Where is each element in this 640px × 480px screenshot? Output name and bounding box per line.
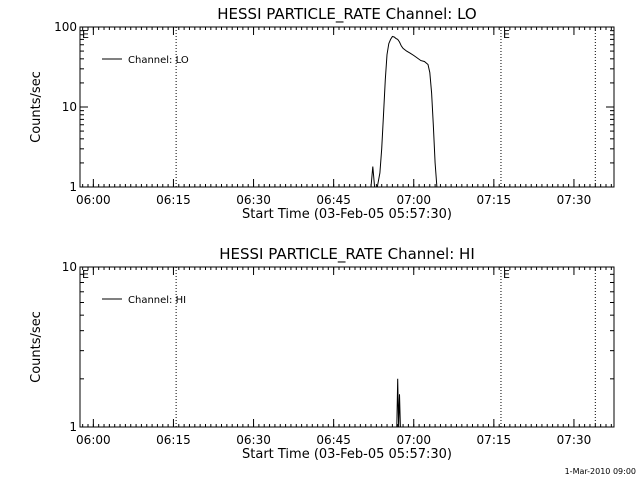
- legend-label: Channel: LO: [128, 55, 189, 66]
- chart-title: HESSI PARTICLE_RATE Channel: LO: [217, 5, 476, 24]
- y-axis-label: Counts/sec: [29, 71, 44, 143]
- plot-frame: [79, 266, 615, 428]
- plot-frame: [79, 26, 615, 188]
- marker-label: E: [503, 268, 510, 281]
- y-tick-label: 1: [69, 420, 77, 434]
- x-tick-label: 06:30: [236, 193, 271, 207]
- legend-label: Channel: HI: [128, 295, 186, 306]
- x-axis-label: Start Time (03-Feb-05 05:57:30): [242, 447, 452, 462]
- panel-hi: HESSI PARTICLE_RATE Channel: HI 06:00 06:1…: [29, 245, 615, 462]
- series-line: [370, 35, 438, 188]
- y-tick-label: 1: [69, 180, 77, 194]
- x-tick-label: 07:00: [396, 433, 431, 447]
- y-tick-label: 10: [62, 260, 77, 274]
- x-tick-label: 06:15: [156, 193, 191, 207]
- chart-title: HESSI PARTICLE_RATE Channel: HI: [219, 245, 475, 264]
- x-tick-label: 06:30: [236, 433, 271, 447]
- x-tick-label: 07:00: [396, 193, 431, 207]
- footer-timestamp: 1-Mar-2010 09:00: [565, 467, 636, 476]
- x-tick-label: 06:15: [156, 433, 191, 447]
- x-tick-label: 06:45: [316, 193, 351, 207]
- x-tick-label: 07:15: [477, 193, 512, 207]
- x-tick-label: 07:30: [557, 193, 592, 207]
- start-flag: E: [82, 28, 89, 41]
- y-tick-label: 10: [62, 100, 77, 114]
- x-tick-label: 06:00: [76, 433, 111, 447]
- x-tick-label: 06:45: [316, 433, 351, 447]
- x-tick-label: 06:00: [76, 193, 111, 207]
- series-line: [396, 378, 401, 428]
- x-axis-label: Start Time (03-Feb-05 05:57:30): [242, 207, 452, 222]
- start-flag: E: [82, 268, 89, 281]
- y-tick-label: 100: [54, 20, 77, 34]
- y-axis-label: Counts/sec: [29, 311, 44, 383]
- x-tick-label: 07:30: [557, 433, 592, 447]
- panel-lo: HESSI PARTICLE_RATE Channel: LO 06:00 06:1…: [29, 5, 615, 222]
- marker-label: E: [503, 28, 510, 41]
- x-tick-label: 07:15: [477, 433, 512, 447]
